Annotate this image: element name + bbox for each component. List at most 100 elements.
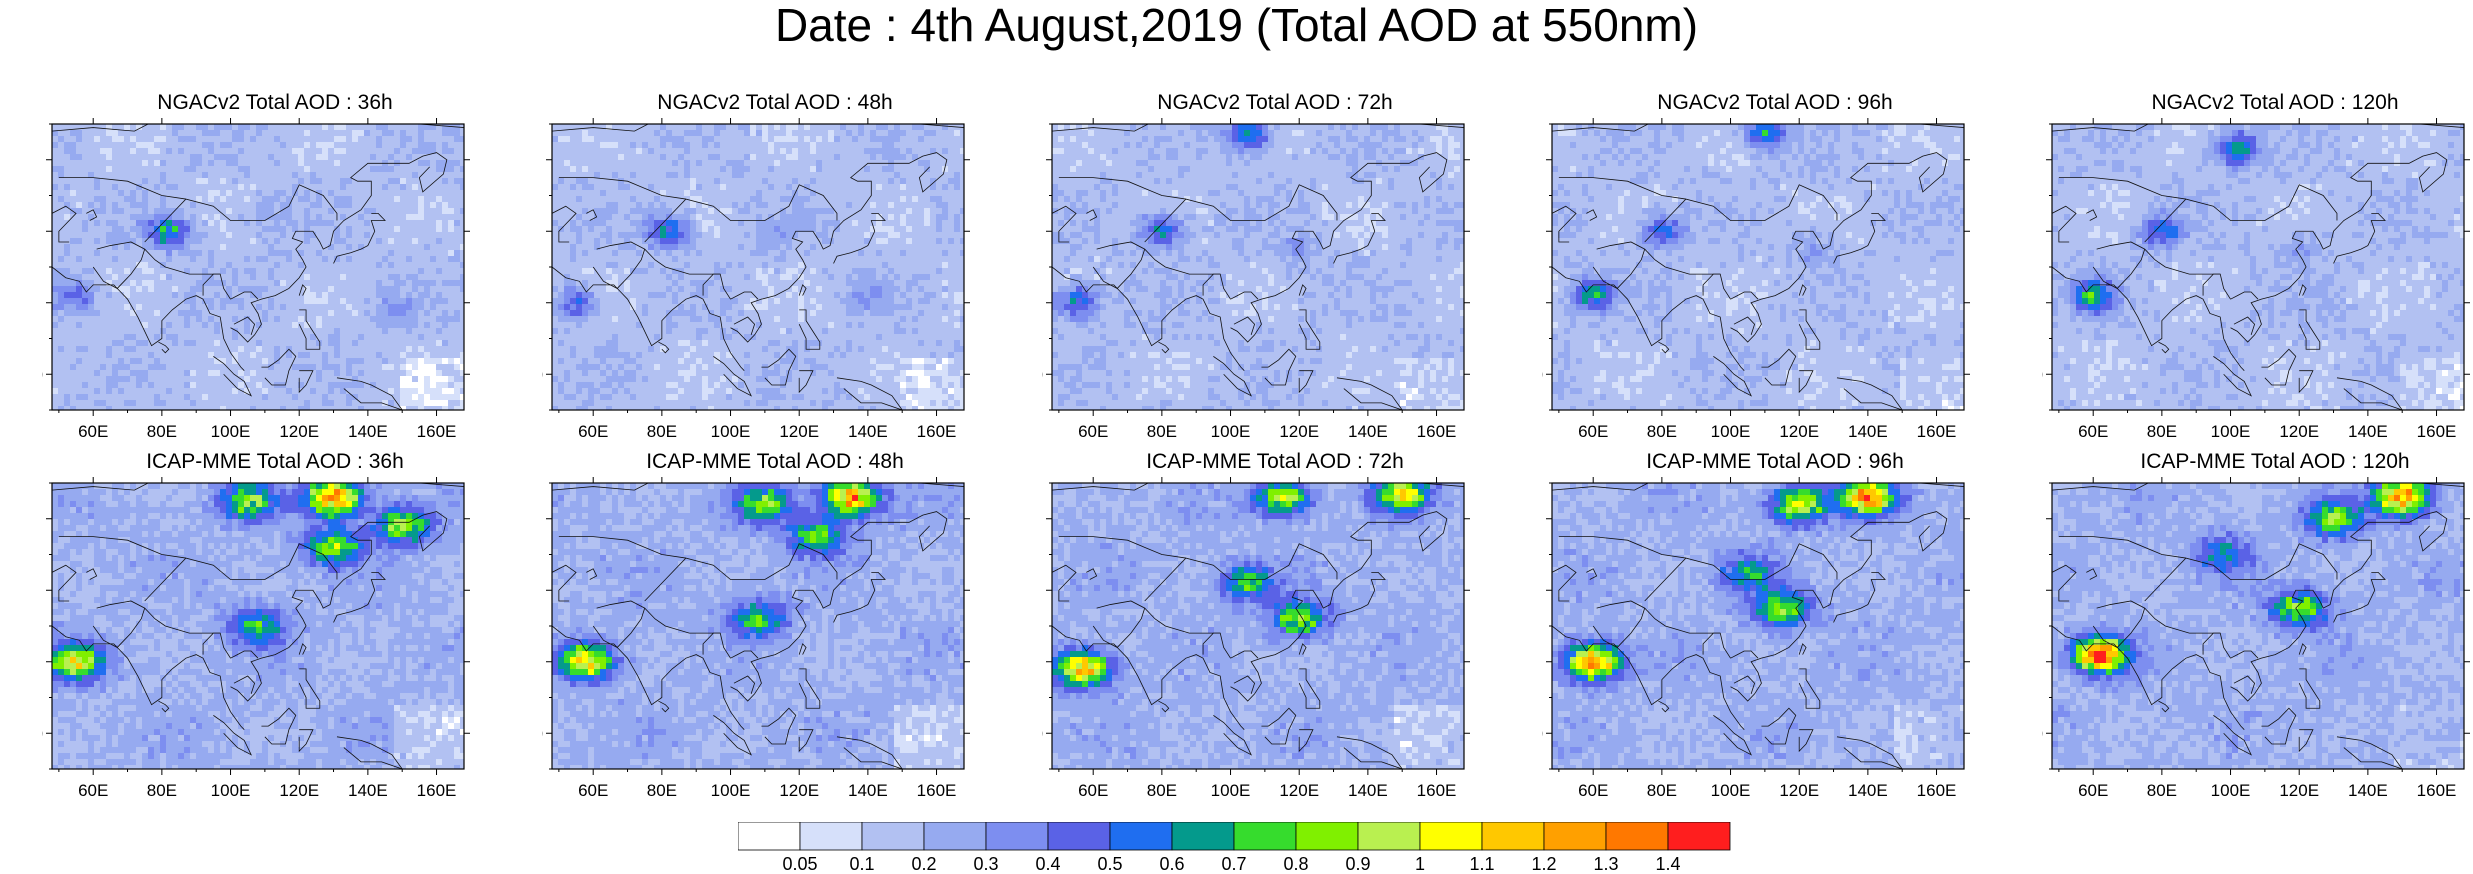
map-panel: ICAP-MME Total AOD : 120h 60N 40N 20N 0 60E 80… xyxy=(2042,449,2473,819)
colorbar-label: 1 xyxy=(1415,854,1425,872)
x-tick-label: 120E xyxy=(779,781,819,800)
x-tick-label: 100E xyxy=(2211,781,2251,800)
colorbar-label: 0.1 xyxy=(849,854,874,872)
y-tick-label: 60N xyxy=(42,510,43,529)
colorbar-label: 1.4 xyxy=(1655,854,1680,872)
panel-title: NGACv2 Total AOD : 96h xyxy=(1542,90,2008,116)
x-tick-label: 120E xyxy=(1279,422,1319,441)
aod-map: 60N 40N 20N 0 60E 80E 100E 120E 140E 160E xyxy=(1042,118,1470,441)
aod-field xyxy=(1052,124,1464,410)
x-tick-label: 80E xyxy=(647,781,677,800)
colorbar-label: 0.3 xyxy=(973,854,998,872)
x-tick-label: 120E xyxy=(2279,422,2319,441)
x-tick-label: 60E xyxy=(2078,781,2108,800)
x-tick-label: 80E xyxy=(2147,781,2177,800)
x-tick-label: 60E xyxy=(2078,422,2108,441)
x-tick-label: 60E xyxy=(578,781,608,800)
y-tick-label: 40N xyxy=(2042,581,2043,600)
x-tick-label: 60E xyxy=(578,422,608,441)
colorbar-swatch xyxy=(799,822,863,851)
colorbar-swatch xyxy=(1419,822,1483,851)
colorbar-swatch xyxy=(861,822,925,851)
colorbar-label: 0.9 xyxy=(1345,854,1370,872)
aod-map: 60N 40N 20N 0 60E 80E 100E 120E 140E 160E xyxy=(2042,118,2470,441)
colorbar-swatch xyxy=(738,822,801,851)
y-tick-label: 60N xyxy=(1042,151,1043,170)
x-tick-label: 160E xyxy=(2417,422,2457,441)
y-tick-label: 0 xyxy=(2042,365,2043,384)
map-panel: ICAP-MME Total AOD : 72h 60N 40N 20N 0 60E 80E… xyxy=(1042,449,1508,819)
x-tick-label: 80E xyxy=(1147,781,1177,800)
colorbar-swatch xyxy=(1543,822,1607,851)
x-tick-label: 140E xyxy=(2348,422,2388,441)
colorbar-swatch xyxy=(1171,822,1235,851)
aod-field xyxy=(1552,483,1964,769)
x-tick-label: 140E xyxy=(1848,422,1888,441)
x-tick-label: 60E xyxy=(1078,422,1108,441)
coastlines xyxy=(552,124,964,410)
aod-map: 60N 40N 20N 0 60E 80E 100E 120E 140E 160E xyxy=(1542,477,1970,800)
colorbar-label: 1.3 xyxy=(1593,854,1618,872)
colorbar-swatch xyxy=(1047,822,1111,851)
coastlines xyxy=(552,483,964,769)
y-tick-label: 60N xyxy=(2042,510,2043,529)
aod-field xyxy=(552,483,964,769)
aod-map: 60N 40N 20N 0 60E 80E 100E 120E 140E 160E xyxy=(542,118,970,441)
colorbar-label: 1.2 xyxy=(1531,854,1556,872)
coastlines xyxy=(1552,483,1964,769)
map-panel: NGACv2 Total AOD : 96h 60N 40N 20N 0 60E 80E 10… xyxy=(1542,90,2008,460)
x-tick-label: 160E xyxy=(417,781,457,800)
panel-title: NGACv2 Total AOD : 36h xyxy=(42,90,508,116)
y-tick-label: 0 xyxy=(542,724,543,743)
x-tick-label: 120E xyxy=(279,422,319,441)
y-tick-label: 40N xyxy=(542,581,543,600)
coastlines xyxy=(52,483,464,769)
colorbar-label: 0.4 xyxy=(1035,854,1060,872)
x-tick-label: 100E xyxy=(2211,422,2251,441)
x-tick-label: 140E xyxy=(1848,781,1888,800)
y-tick-label: 40N xyxy=(1542,581,1543,600)
y-tick-label: 0 xyxy=(1042,724,1043,743)
x-tick-label: 140E xyxy=(848,422,888,441)
x-tick-label: 120E xyxy=(279,781,319,800)
x-tick-label: 160E xyxy=(1917,781,1957,800)
colorbar-label: 0.05 xyxy=(782,854,817,872)
x-tick-label: 120E xyxy=(1779,422,1819,441)
x-tick-label: 80E xyxy=(647,422,677,441)
x-tick-label: 60E xyxy=(78,422,108,441)
y-tick-label: 40N xyxy=(42,222,43,241)
x-tick-label: 140E xyxy=(348,422,388,441)
map-panel: ICAP-MME Total AOD : 36h 60N 40N 20N 0 60E 80E… xyxy=(42,449,508,819)
y-tick-label: 20N xyxy=(42,294,43,313)
y-tick-label: 20N xyxy=(542,653,543,672)
main-title: Date : 4th August,2019 (Total AOD at 550… xyxy=(0,0,2473,50)
x-tick-label: 120E xyxy=(779,422,819,441)
x-tick-label: 160E xyxy=(917,422,957,441)
x-tick-label: 160E xyxy=(1917,422,1957,441)
colorbar-swatch xyxy=(923,822,987,851)
colorbar-label: 0.2 xyxy=(911,854,936,872)
y-tick-label: 0 xyxy=(42,365,43,384)
x-tick-label: 160E xyxy=(1417,422,1457,441)
x-tick-label: 120E xyxy=(2279,781,2319,800)
y-tick-label: 0 xyxy=(1542,724,1543,743)
x-tick-label: 80E xyxy=(1647,781,1677,800)
y-tick-label: 40N xyxy=(2042,222,2043,241)
colorbar-label: 1.1 xyxy=(1469,854,1494,872)
y-tick-label: 0 xyxy=(42,724,43,743)
x-tick-label: 80E xyxy=(2147,422,2177,441)
coastlines xyxy=(2052,483,2464,769)
x-tick-label: 60E xyxy=(1078,781,1108,800)
aod-map: 60N 40N 20N 0 60E 80E 100E 120E 140E 160E xyxy=(42,118,470,441)
x-tick-label: 140E xyxy=(348,781,388,800)
x-tick-label: 120E xyxy=(1279,781,1319,800)
map-panel: NGACv2 Total AOD : 120h 60N 40N 20N 0 60E 80E 1… xyxy=(2042,90,2473,460)
colorbar-swatch xyxy=(1233,822,1297,851)
aod-field xyxy=(552,124,964,410)
y-tick-label: 0 xyxy=(1042,365,1043,384)
panel-title: NGACv2 Total AOD : 120h xyxy=(2042,90,2473,116)
x-tick-label: 80E xyxy=(147,781,177,800)
y-tick-label: 20N xyxy=(1542,653,1543,672)
y-tick-label: 0 xyxy=(1542,365,1543,384)
aod-field xyxy=(2052,124,2464,410)
